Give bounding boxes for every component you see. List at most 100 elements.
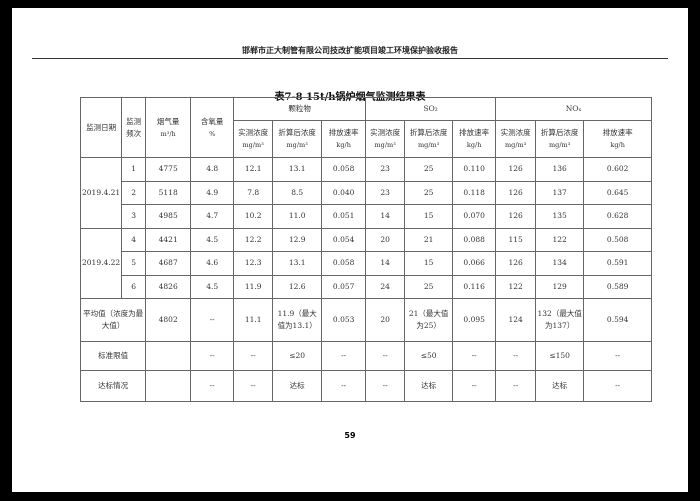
cell: 5118 bbox=[145, 180, 192, 205]
cell: 0.589 bbox=[583, 274, 653, 299]
subheader-0-2: 排放速率 kg/h bbox=[321, 120, 367, 158]
cell: 11.9（最大值为13.1） bbox=[272, 298, 323, 342]
header-freq: 监测频次 bbox=[121, 97, 147, 158]
cell: 15 bbox=[404, 204, 454, 229]
cell: -- bbox=[452, 341, 497, 371]
cell: 12.2 bbox=[233, 227, 274, 252]
table-row: 2 5118 4.9 7.8 8.5 0.040 23 25 0.118 126 137 0.645 bbox=[81, 180, 653, 205]
cell: 4687 bbox=[145, 251, 192, 276]
status-row: 达标情况 -- -- 达标 -- -- 达标 -- -- 达标 -- bbox=[79, 370, 653, 402]
cell: 0.058 bbox=[321, 251, 367, 276]
avg-row: 平均值（浓度为最大值） 4802 -- 11.1 11.9（最大值为13.1） 0.053… bbox=[79, 298, 653, 342]
cell: -- bbox=[233, 370, 274, 402]
cell: 20 bbox=[365, 298, 406, 342]
document-page: 邯郸市正大制管有限公司技改扩能项目竣工环境保护验收报告 表7-8 15t/h锅炉… bbox=[12, 8, 688, 492]
cell bbox=[145, 370, 192, 402]
header-group-so2: SO₂ bbox=[365, 97, 497, 121]
header-group-nox: NOₓ bbox=[495, 97, 653, 121]
cell: 4.9 bbox=[190, 180, 235, 205]
header-divider bbox=[32, 58, 668, 59]
status-label: 达标情况 bbox=[79, 370, 147, 402]
cell: -- bbox=[495, 370, 537, 402]
cell: 达标 bbox=[535, 370, 585, 402]
cell: -- bbox=[365, 370, 406, 402]
table-row: 2019.4.22 4 4421 4.5 12.2 12.9 0.054 20 21 0.088 1… bbox=[79, 227, 653, 299]
cell: 0.628 bbox=[583, 204, 653, 229]
cell: 0.594 bbox=[583, 298, 653, 342]
cell: 14 bbox=[365, 251, 406, 276]
subheader-1-1: 折算后浓度 mg/m³ bbox=[404, 120, 454, 158]
cell: -- bbox=[321, 341, 367, 371]
cell: 0.057 bbox=[321, 274, 367, 299]
cell: 0.053 bbox=[321, 298, 367, 342]
subheader-2-2: 排放速率 kg/h bbox=[583, 120, 653, 158]
cell: 4985 bbox=[145, 204, 192, 229]
cell: 126 bbox=[495, 204, 537, 229]
cell: 129 bbox=[535, 274, 585, 299]
cell: 0.095 bbox=[452, 298, 497, 342]
subheader-1-0: 实测浓度 mg/m³ bbox=[365, 120, 406, 158]
cell: 0.591 bbox=[583, 251, 653, 276]
subheader-2-1: 折算后浓度 mg/m³ bbox=[535, 120, 585, 158]
cell: 13.1 bbox=[272, 157, 323, 182]
cell: 0.054 bbox=[321, 227, 367, 252]
cell: 4.7 bbox=[190, 204, 235, 229]
cell: 0.118 bbox=[452, 180, 497, 205]
cell: 24 bbox=[365, 274, 406, 299]
cell: 115 bbox=[495, 227, 537, 252]
cell: 4826 bbox=[145, 274, 192, 299]
cell: ≤20 bbox=[272, 341, 323, 371]
page-number: 59 bbox=[344, 431, 356, 440]
cell: 124 bbox=[495, 298, 537, 342]
cell: 13.1 bbox=[272, 251, 323, 276]
cell: 0.602 bbox=[583, 157, 653, 182]
cell: 126 bbox=[495, 251, 537, 276]
cell: 122 bbox=[495, 274, 537, 299]
cell: 4421 bbox=[145, 227, 192, 252]
avg-label: 平均值（浓度为最大值） bbox=[79, 298, 147, 342]
monitoring-results-table: 监测日期 监测频次 烟气量 m³/h 含氧量% 颗粒物 SO₂ NOₓ 实测浓度 m… bbox=[79, 97, 653, 402]
cell: 14 bbox=[365, 204, 406, 229]
cell: 23 bbox=[365, 157, 406, 182]
cell: 11.0 bbox=[272, 204, 323, 229]
cell: 21 bbox=[404, 227, 454, 252]
cell: -- bbox=[190, 298, 235, 342]
cell: 达标 bbox=[272, 370, 323, 402]
cell: 4.5 bbox=[190, 227, 235, 252]
cell: 25 bbox=[404, 180, 454, 205]
cell: 21（最大值为25） bbox=[404, 298, 454, 342]
cell: 12.6 bbox=[272, 274, 323, 299]
header-o2: 含氧量% bbox=[190, 97, 235, 158]
cell: -- bbox=[452, 370, 497, 402]
cell: -- bbox=[365, 341, 406, 371]
cell: 3 bbox=[121, 204, 147, 229]
cell: 4 bbox=[121, 227, 147, 252]
cell: -- bbox=[321, 370, 367, 402]
cell: 136 bbox=[535, 157, 585, 182]
cell: 25 bbox=[404, 157, 454, 182]
cell: 4775 bbox=[145, 157, 192, 182]
cell: 4.5 bbox=[190, 274, 235, 299]
cell: 4.8 bbox=[190, 157, 235, 182]
subheader-0-1: 折算后浓度 mg/m³ bbox=[272, 120, 323, 158]
table-row: 3 4985 4.7 10.2 11.0 0.051 14 15 0.070 126 135 0.62… bbox=[81, 204, 653, 229]
cell: 8.5 bbox=[272, 180, 323, 205]
cell: 4802 bbox=[145, 298, 192, 342]
cell: 6 bbox=[121, 274, 147, 299]
cell: 132（最大值为137） bbox=[535, 298, 585, 342]
header-flue: 烟气量 m³/h bbox=[145, 97, 192, 158]
cell: 0.645 bbox=[583, 180, 653, 205]
cell: 23 bbox=[365, 180, 406, 205]
cell: 134 bbox=[535, 251, 585, 276]
cell: -- bbox=[583, 341, 653, 371]
date-cell: 2019.4.22 bbox=[79, 227, 123, 299]
cell: 7.8 bbox=[233, 180, 274, 205]
subheader-0-0: 实测浓度 mg/m³ bbox=[233, 120, 274, 158]
cell: ≤150 bbox=[535, 341, 585, 371]
cell: 2 bbox=[121, 180, 147, 205]
cell: 0.088 bbox=[452, 227, 497, 252]
limit-label: 标准限值 bbox=[79, 341, 147, 371]
cell: 0.066 bbox=[452, 251, 497, 276]
cell: 0.116 bbox=[452, 274, 497, 299]
cell: -- bbox=[583, 370, 653, 402]
